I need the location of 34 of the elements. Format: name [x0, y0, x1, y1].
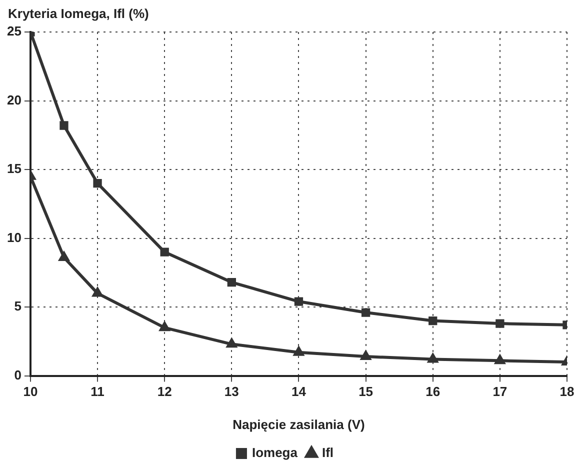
- y-tick-label: 20: [6, 92, 22, 108]
- point: [160, 322, 170, 332]
- point: [60, 121, 68, 130]
- y-tick-label: 10: [6, 230, 22, 245]
- x-tick-label: 11: [90, 384, 104, 400]
- point: [496, 319, 504, 328]
- x-tick-label: 13: [224, 384, 239, 400]
- x-tick-label: 16: [426, 384, 440, 400]
- point: [92, 288, 102, 297]
- point: [227, 278, 236, 287]
- point: [160, 248, 169, 256]
- point: [294, 297, 304, 306]
- point: [428, 316, 438, 326]
- x-axis-title: Napięcie zasilania (V): [232, 416, 365, 432]
- point: [93, 178, 102, 188]
- x-tick-label: 17: [492, 384, 508, 400]
- legend-label: Iomega: [252, 445, 298, 460]
- y-tick-label: 25: [6, 24, 22, 39]
- x-tick-label: 12: [157, 384, 172, 400]
- point: [428, 354, 438, 363]
- x-tick-label: 14: [291, 384, 307, 400]
- point: [59, 252, 69, 262]
- y-axis-title: Kryteria Iomega, Ifl (%): [8, 6, 149, 22]
- y-tick-label: 5: [14, 298, 22, 314]
- point: [361, 308, 370, 317]
- point: [226, 338, 237, 348]
- point: [294, 346, 304, 356]
- legend-label: Ifl: [322, 445, 334, 460]
- y-tick-label: 15: [6, 161, 22, 176]
- point: [494, 355, 505, 364]
- y-tick-label: 0: [14, 367, 22, 382]
- x-tick-label: 18: [560, 384, 574, 400]
- x-tick-label: 15: [358, 384, 374, 400]
- point: [360, 351, 371, 360]
